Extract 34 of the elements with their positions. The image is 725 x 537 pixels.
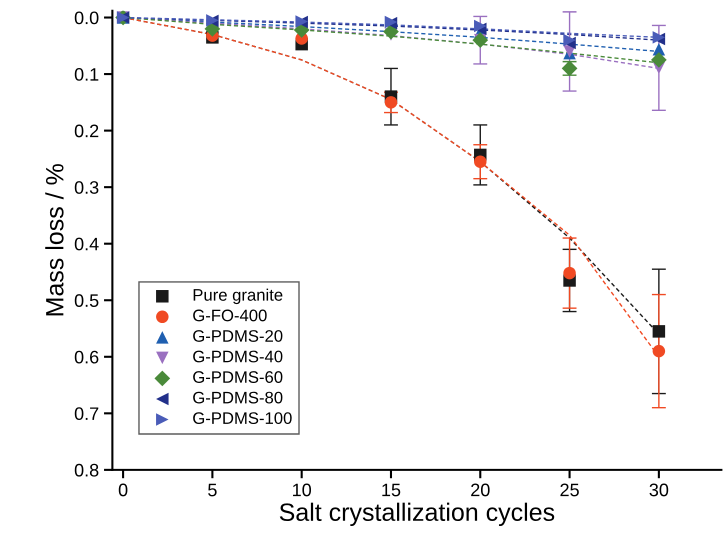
y-tick-label: 0.2: [74, 124, 98, 138]
x-tick-label: 0: [118, 484, 128, 496]
point: [563, 266, 576, 280]
x-tick-label: 20: [471, 484, 490, 496]
x-axis-title: Salt crystallization cycles: [280, 502, 554, 526]
y-tick-label: 0.3: [74, 181, 98, 194]
x-tick-label: 15: [382, 484, 400, 496]
point: [383, 24, 399, 40]
y-tick-label: 0.5: [74, 294, 98, 307]
point: [474, 155, 487, 168]
point: [384, 96, 398, 109]
x-tick-label: 10: [293, 484, 312, 496]
legend-label: G-PDMS-60: [193, 371, 282, 383]
y-tick-label: 0.1: [74, 68, 98, 81]
x-tick-label: 25: [560, 484, 579, 496]
point: [652, 344, 666, 358]
point: [652, 325, 666, 338]
legend-label: G-PDMS-80: [193, 392, 282, 404]
y-tick-label: 0.7: [74, 407, 98, 420]
y-tick-label: 0.6: [74, 350, 98, 364]
point: [474, 20, 487, 32]
legend-label: G-PDMS-20: [193, 330, 282, 342]
legend-label: G-PDMS-100: [193, 412, 292, 424]
y-tick-label: 0.0: [74, 11, 98, 24]
legend-label: G-PDMS-40: [193, 350, 282, 362]
y-axis-title: Mass loss / %: [45, 164, 64, 316]
x-tick-label: 5: [208, 484, 217, 496]
y-tick-label: 0.4: [74, 238, 99, 250]
point: [651, 52, 667, 68]
legend-label: Pure granite: [194, 288, 282, 304]
y-tick-label: 0.8: [74, 464, 98, 477]
legend-label: G-FO-400: [193, 310, 267, 322]
point: [563, 34, 576, 46]
x-tick-label: 30: [650, 484, 668, 496]
